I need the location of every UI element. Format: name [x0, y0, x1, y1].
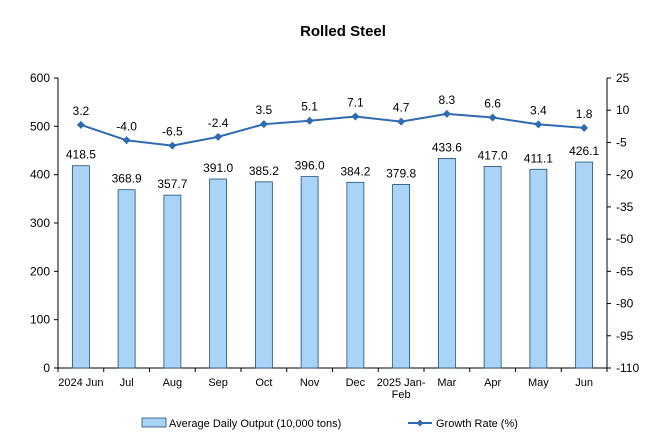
legend-label-bars: Average Daily Output (10,000 tons): [169, 418, 341, 430]
y-right-tick-label: 10: [616, 103, 630, 117]
bar: [71, 165, 90, 369]
y-right-tick-label: -110: [616, 361, 639, 375]
bar: [163, 194, 182, 369]
bar-data-label: 396.0: [295, 159, 325, 173]
bar: [575, 161, 594, 369]
line-data-label: -2.4: [208, 116, 229, 130]
line-data-label: -6.5: [162, 125, 183, 139]
line-data-label: 3.2: [73, 104, 90, 118]
legend-swatch-bars: [141, 417, 167, 428]
line-data-label: 3.5: [256, 103, 273, 117]
bar-series: 418.5 368.9 357.7 391.0 385.2 396.0 384.2 379.8…: [66, 140, 599, 369]
y-right-tick-label: -20: [616, 168, 634, 182]
bar-data-label: 411.1: [524, 151, 553, 165]
line-point: [214, 132, 223, 141]
line-data-label: 1.8: [576, 107, 593, 121]
bar: [254, 181, 273, 369]
bar-data-label: 357.7: [157, 177, 187, 191]
y-right-tick-label: -50: [616, 232, 634, 246]
line-point: [397, 117, 406, 126]
x-category-label: Aug: [163, 377, 183, 389]
line-data-label: 6.6: [484, 97, 501, 111]
legend: Average Daily Output (10,000 tons) Growt…: [141, 417, 518, 430]
bar-data-label: 433.6: [432, 140, 462, 154]
line-point: [76, 120, 85, 129]
x-category-label: Jun: [575, 377, 593, 389]
line-series: 3.2 -4.0 -6.5 -2.4 3.5 5.1 7.1 4.7 8.3 6.6 3.4 1.8: [73, 93, 593, 150]
y-left-tick-label: 100: [30, 313, 50, 327]
x-category-label: Nov: [300, 377, 320, 389]
bar: [209, 178, 228, 369]
y-right-tick-label: -80: [616, 297, 634, 311]
y-left-tick-label: 500: [30, 119, 50, 133]
bar-data-label: 417.0: [478, 148, 508, 162]
line-data-label: 3.4: [530, 103, 547, 117]
y-left-tick-label: 0: [43, 361, 50, 375]
bar: [437, 158, 456, 369]
x-category-label: Dec: [346, 377, 366, 389]
line-point: [305, 116, 314, 125]
line-point: [168, 141, 177, 150]
bar: [529, 168, 548, 369]
x-category-label: Sep: [208, 377, 228, 389]
line-point: [488, 113, 497, 122]
y-right-tick-label: -5: [616, 135, 627, 149]
x-category-label: Mar: [437, 377, 456, 389]
bar: [392, 184, 411, 369]
bar-data-label: 391.0: [203, 161, 233, 175]
line-data-label: 7.1: [347, 95, 364, 109]
legend-marker-line: [416, 419, 424, 427]
y-left-tick-label: 300: [30, 216, 50, 230]
x-category-label: 2024 Jun: [58, 377, 103, 389]
bar: [117, 189, 136, 369]
bar-data-label: 368.9: [112, 172, 142, 186]
y-left-tick-label: 200: [30, 264, 50, 278]
x-category-label: Oct: [255, 377, 272, 389]
x-category-label: May: [528, 377, 549, 389]
y-left-tick-label: 600: [30, 71, 50, 85]
line-data-label: 8.3: [439, 93, 456, 107]
line-point: [259, 120, 268, 129]
legend-label-line: Growth Rate (%): [436, 418, 518, 430]
line-point: [122, 136, 131, 145]
line-point: [351, 112, 360, 121]
y-right-tick-label: -35: [616, 200, 634, 214]
line-data-label: 5.1: [301, 100, 318, 114]
bar: [483, 166, 502, 369]
chart-title: Rolled Steel: [300, 23, 386, 40]
bar-data-label: 418.5: [66, 148, 96, 162]
x-category-label: 2025 Jan-Feb: [377, 377, 426, 401]
y-left-tick-label: 400: [30, 168, 50, 182]
y-right-tick-label: -95: [616, 329, 634, 343]
axes: 0 100 200 300 400 500 600 25 10 -5 -20 -35 -50 -65 -80…: [30, 71, 639, 401]
line-point: [534, 120, 543, 129]
y-right-tick-label: 25: [616, 71, 630, 85]
y-right-tick-label: -65: [616, 264, 634, 278]
bar-data-label: 426.1: [569, 144, 599, 158]
growth-line: [80, 112, 585, 147]
x-category-label: Jul: [120, 377, 134, 389]
bar-data-label: 384.2: [340, 164, 370, 178]
bar: [346, 181, 365, 369]
line-point: [580, 123, 589, 132]
line-data-label: -4.0: [116, 119, 137, 133]
line-point: [442, 109, 451, 118]
bar-data-label: 385.2: [249, 164, 279, 178]
line-data-label: 4.7: [393, 101, 410, 115]
bar-data-label: 379.8: [386, 166, 416, 180]
x-category-label: Apr: [484, 377, 501, 389]
bar: [300, 176, 319, 369]
